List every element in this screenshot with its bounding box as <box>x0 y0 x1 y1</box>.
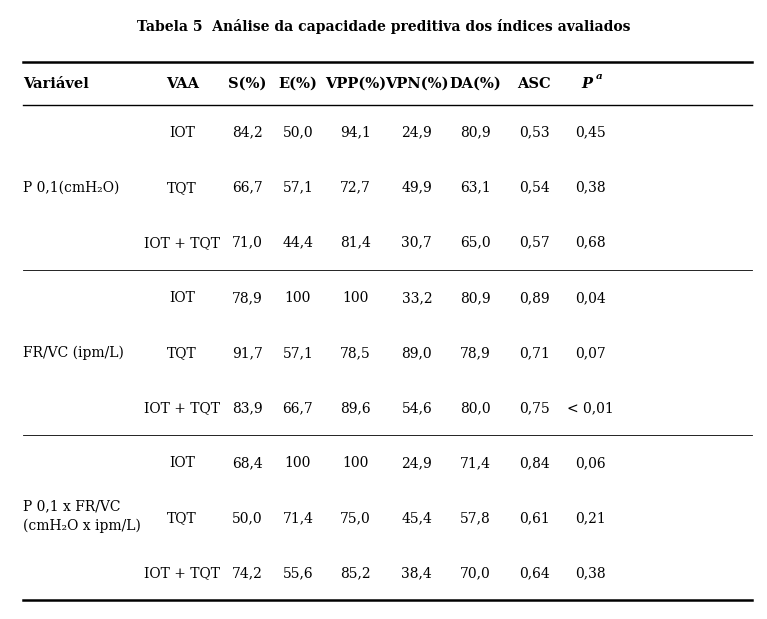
Text: 84,2: 84,2 <box>232 126 263 140</box>
Text: ASC: ASC <box>518 77 551 90</box>
Text: 49,9: 49,9 <box>401 181 433 195</box>
Text: 0,21: 0,21 <box>575 511 606 525</box>
Text: 78,5: 78,5 <box>340 346 371 360</box>
Text: 65,0: 65,0 <box>460 236 491 250</box>
Text: 80,0: 80,0 <box>460 401 491 415</box>
Text: 0,75: 0,75 <box>518 401 550 415</box>
Text: 78,9: 78,9 <box>460 346 491 360</box>
Text: Variável: Variável <box>23 77 89 90</box>
Text: IOT: IOT <box>170 291 195 305</box>
Text: 50,0: 50,0 <box>232 511 262 525</box>
Text: 0,38: 0,38 <box>575 566 606 580</box>
Text: a: a <box>596 72 603 80</box>
Text: TQT: TQT <box>167 511 197 525</box>
Text: 0,64: 0,64 <box>518 566 550 580</box>
Text: 38,4: 38,4 <box>401 566 433 580</box>
Text: 24,9: 24,9 <box>401 126 433 140</box>
Text: VAA: VAA <box>166 77 199 90</box>
Text: 80,9: 80,9 <box>460 126 491 140</box>
Text: P 0,1(cmH₂O): P 0,1(cmH₂O) <box>23 181 120 195</box>
Text: 100: 100 <box>342 291 369 305</box>
Text: TQT: TQT <box>167 346 197 360</box>
Text: 68,4: 68,4 <box>232 456 263 470</box>
Text: FR/VC (ipm/L): FR/VC (ipm/L) <box>23 345 124 360</box>
Text: 72,7: 72,7 <box>340 181 371 195</box>
Text: 44,4: 44,4 <box>282 236 314 250</box>
Text: 81,4: 81,4 <box>340 236 371 250</box>
Text: TQT: TQT <box>167 181 197 195</box>
Text: 94,1: 94,1 <box>340 126 371 140</box>
Text: E(%): E(%) <box>278 77 318 90</box>
Text: 71,4: 71,4 <box>460 456 491 470</box>
Text: 71,0: 71,0 <box>232 236 263 250</box>
Text: IOT + TQT: IOT + TQT <box>144 236 220 250</box>
Text: 78,9: 78,9 <box>232 291 263 305</box>
Text: Tabela 5  Análise da capacidade preditiva dos índices avaliados: Tabela 5 Análise da capacidade preditiva… <box>137 19 630 33</box>
Text: 30,7: 30,7 <box>401 236 433 250</box>
Text: 0,38: 0,38 <box>575 181 606 195</box>
Text: 0,04: 0,04 <box>575 291 606 305</box>
Text: 100: 100 <box>285 291 311 305</box>
Text: 45,4: 45,4 <box>401 511 433 525</box>
Text: 85,2: 85,2 <box>341 566 370 580</box>
Text: IOT + TQT: IOT + TQT <box>144 401 220 415</box>
Text: P: P <box>581 77 592 90</box>
Text: 0,54: 0,54 <box>518 181 550 195</box>
Text: 0,45: 0,45 <box>575 126 606 140</box>
Text: 80,9: 80,9 <box>460 291 491 305</box>
Text: 66,7: 66,7 <box>232 181 263 195</box>
Text: VPN(%): VPN(%) <box>385 77 449 90</box>
Text: 57,1: 57,1 <box>282 181 314 195</box>
Text: 89,0: 89,0 <box>402 346 432 360</box>
Text: 54,6: 54,6 <box>401 401 433 415</box>
Text: 0,68: 0,68 <box>575 236 606 250</box>
Text: P 0,1 x FR/VC: P 0,1 x FR/VC <box>23 500 120 514</box>
Text: 0,71: 0,71 <box>518 346 550 360</box>
Text: 70,0: 70,0 <box>460 566 491 580</box>
Text: 66,7: 66,7 <box>282 401 314 415</box>
Text: IOT: IOT <box>170 456 195 470</box>
Text: DA(%): DA(%) <box>449 77 502 90</box>
Text: < 0,01: < 0,01 <box>568 401 614 415</box>
Text: 74,2: 74,2 <box>232 566 263 580</box>
Text: 33,2: 33,2 <box>402 291 432 305</box>
Text: S(%): S(%) <box>228 77 267 90</box>
Text: 0,57: 0,57 <box>518 236 550 250</box>
Text: IOT + TQT: IOT + TQT <box>144 566 220 580</box>
Text: 83,9: 83,9 <box>232 401 262 415</box>
Text: (cmH₂O x ipm/L): (cmH₂O x ipm/L) <box>23 519 141 533</box>
Text: 100: 100 <box>285 456 311 470</box>
Text: 24,9: 24,9 <box>401 456 433 470</box>
Text: 91,7: 91,7 <box>232 346 263 360</box>
Text: 0,89: 0,89 <box>519 291 549 305</box>
Text: 0,84: 0,84 <box>518 456 550 470</box>
Text: 57,1: 57,1 <box>282 346 314 360</box>
Text: 50,0: 50,0 <box>283 126 313 140</box>
Text: 75,0: 75,0 <box>340 511 371 525</box>
Text: 57,8: 57,8 <box>460 511 491 525</box>
Text: IOT: IOT <box>170 126 195 140</box>
Text: 89,6: 89,6 <box>341 401 370 415</box>
Text: 0,07: 0,07 <box>575 346 606 360</box>
Text: 0,53: 0,53 <box>519 126 549 140</box>
Text: 55,6: 55,6 <box>283 566 313 580</box>
Text: 63,1: 63,1 <box>460 181 491 195</box>
Text: 71,4: 71,4 <box>282 511 314 525</box>
Text: VPP(%): VPP(%) <box>325 77 386 90</box>
Text: 100: 100 <box>342 456 369 470</box>
Text: 0,06: 0,06 <box>575 456 606 470</box>
Text: 0,61: 0,61 <box>518 511 550 525</box>
